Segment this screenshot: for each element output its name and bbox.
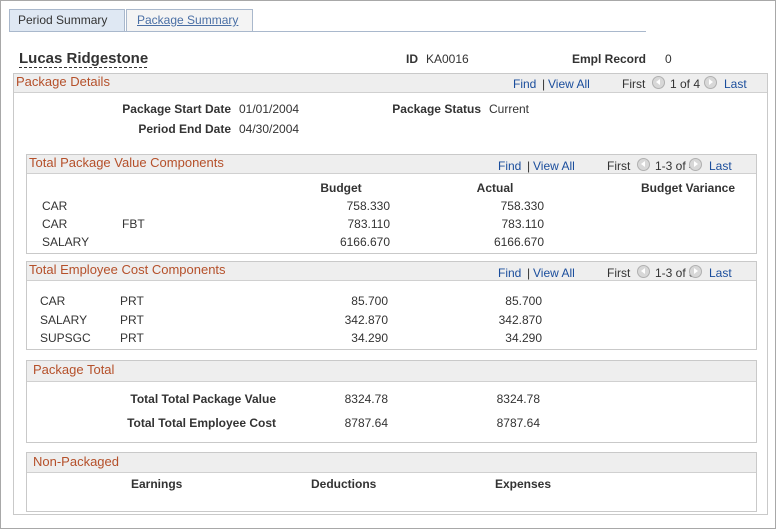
budget-value: 8324.78	[344, 392, 388, 406]
previous-button[interactable]	[652, 76, 665, 89]
budget-value: 8787.64	[344, 416, 388, 430]
view-all-link[interactable]: View All	[533, 159, 575, 173]
budget-value: 85.700	[351, 294, 388, 308]
row-range: 1 of 4	[670, 77, 701, 91]
actual-value: 783.110	[501, 217, 545, 231]
column-header: Earnings	[131, 477, 183, 491]
package-details	[13, 73, 768, 515]
field-value: 04/30/2004	[239, 122, 300, 136]
total-label: Total Total Package Value	[130, 392, 276, 406]
find-link[interactable]: Find	[498, 159, 522, 173]
field-value: 01/01/2004	[239, 102, 300, 116]
budget-value: 342.870	[344, 312, 388, 327]
actual-value: 758.330	[500, 199, 544, 213]
cost-components	[26, 261, 757, 350]
id-label: ID	[406, 52, 418, 66]
budget-value: 783.110	[347, 217, 391, 231]
actual-value: 34.290	[505, 331, 542, 345]
view-all-link[interactable]: View All	[533, 266, 575, 280]
actual-value: 8324.78	[496, 392, 540, 406]
separator: |	[542, 77, 546, 91]
tab-active	[9, 9, 125, 31]
component-type: PRT	[120, 294, 144, 308]
field-label: Period End Date	[138, 122, 231, 136]
last-link[interactable]: Last	[709, 266, 732, 280]
budget-value: 6166.670	[339, 235, 390, 249]
column-header: Actual	[476, 181, 514, 195]
column-header: Deductions	[311, 477, 377, 491]
last-link[interactable]: Last	[709, 159, 732, 173]
actual-value: 342.870	[498, 312, 542, 327]
budget-value: 758.330	[346, 199, 390, 213]
section-header	[27, 262, 756, 281]
empl-record-label: Empl Record	[572, 52, 647, 66]
field-label: Package Status	[392, 102, 481, 116]
next-button[interactable]	[704, 76, 717, 89]
component: CAR	[40, 294, 66, 308]
section-header	[14, 74, 767, 93]
section-header	[27, 155, 756, 174]
find-link[interactable]: Find	[498, 266, 522, 280]
first-label: First	[607, 266, 631, 280]
column-header: Expenses	[495, 477, 552, 491]
row-range: 1-3 of 3	[655, 266, 696, 280]
row-range: 1-3 of 4	[655, 159, 696, 173]
empl-record-value: 0	[665, 52, 672, 66]
employee-name: Lucas Ridgestone	[19, 50, 149, 67]
tab-label[interactable]: Period Summary	[18, 13, 108, 27]
non-packaged	[26, 452, 757, 512]
actual-value: 8787.64	[496, 416, 540, 430]
previous-button[interactable]	[637, 158, 650, 171]
first-label: First	[607, 159, 631, 173]
component-type: PRT	[120, 331, 144, 345]
component: SALARY	[42, 235, 90, 249]
component: CAR	[42, 217, 68, 231]
section-header	[27, 361, 756, 382]
tab-label[interactable]: Package Summary	[137, 13, 239, 27]
actual-value: 6166.670	[493, 235, 544, 249]
section-title: Non-Packaged	[33, 454, 119, 469]
component: SUPSGC	[40, 331, 91, 345]
id-value: KA0016	[426, 52, 469, 66]
section-title: Total Employee Cost Components	[29, 262, 226, 277]
view-all-link[interactable]: View All	[548, 77, 590, 91]
tab-rule	[9, 31, 646, 32]
first-label: First	[622, 77, 646, 91]
last-link[interactable]: Last	[724, 77, 747, 91]
next-button[interactable]	[689, 158, 702, 171]
separator: |	[527, 159, 531, 173]
next-button[interactable]	[689, 265, 702, 278]
component-type: FBT	[122, 217, 145, 231]
field-label: Package Start Date	[122, 102, 231, 116]
total-label: Total Total Employee Cost	[127, 416, 276, 430]
section-header	[27, 453, 756, 473]
section-title: Package Total	[33, 362, 115, 377]
name-underline	[19, 67, 147, 68]
value-components	[26, 154, 757, 254]
package-total	[26, 360, 757, 443]
section-title: Package Details	[16, 74, 110, 89]
actual-value: 85.700	[505, 294, 542, 308]
separator: |	[527, 266, 531, 280]
component: SALARY	[40, 312, 88, 327]
field-value: Current	[489, 102, 530, 116]
find-link[interactable]: Find	[513, 77, 537, 91]
component-type: PRT	[120, 312, 144, 327]
budget-value: 34.290	[351, 331, 388, 345]
component: CAR	[42, 199, 68, 213]
section-title: Total Package Value Components	[29, 155, 224, 170]
previous-button[interactable]	[637, 265, 650, 278]
column-header: Budget Variance	[641, 181, 736, 195]
tab-inactive	[126, 9, 253, 31]
column-header: Budget	[320, 181, 362, 195]
